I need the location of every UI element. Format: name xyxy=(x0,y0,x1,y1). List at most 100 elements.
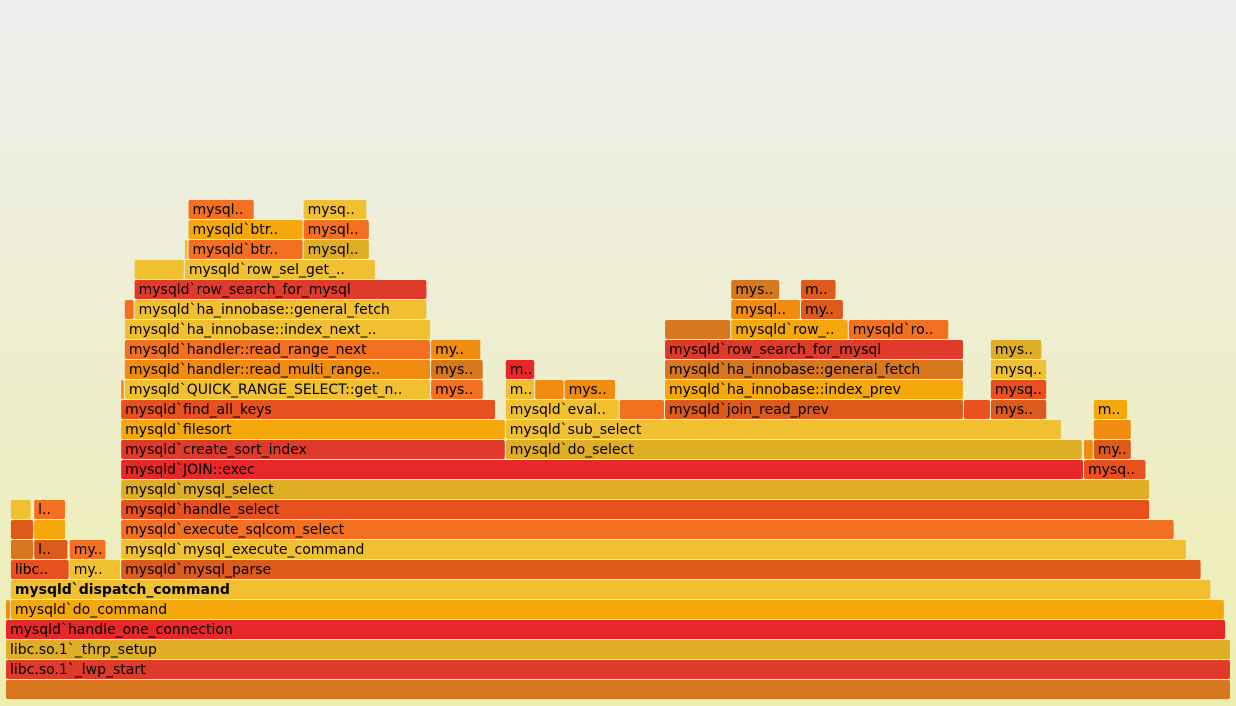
frame xyxy=(124,360,431,379)
frame-label: mysql.. xyxy=(735,302,786,318)
frame-label: libc.so.1`_lwp_start xyxy=(10,662,146,678)
frame xyxy=(731,300,801,319)
frame-label: my.. xyxy=(435,342,464,358)
frame-label: my.. xyxy=(805,302,834,318)
frame xyxy=(990,340,1042,359)
frame xyxy=(34,540,68,559)
frame xyxy=(1093,440,1131,459)
frame xyxy=(505,440,1082,459)
frame xyxy=(134,300,427,319)
frame xyxy=(431,360,483,379)
frame-label: mys.. xyxy=(569,382,607,398)
frame xyxy=(121,500,1150,519)
frame xyxy=(431,340,481,359)
frame-label: mysqld`mysql_select xyxy=(125,482,274,498)
frame-label: mysqld`eval.. xyxy=(510,402,606,418)
frame xyxy=(619,400,665,419)
frame xyxy=(1084,460,1146,479)
frame-label: mysqld`ha_innobase::index_prev xyxy=(669,382,901,398)
frame-label: mysq.. xyxy=(995,382,1042,398)
frame-label: mysqld`handler::read_range_next xyxy=(129,342,367,358)
frame-label: my.. xyxy=(74,542,103,558)
frame-label: mysqld`JOIN::exec xyxy=(125,462,255,478)
frame xyxy=(963,400,990,419)
frame xyxy=(990,360,1047,379)
frame xyxy=(731,280,780,299)
frame xyxy=(121,420,505,439)
frame xyxy=(1093,400,1128,419)
frame xyxy=(121,440,505,459)
frame xyxy=(134,260,184,279)
frame-label: mysq.. xyxy=(308,202,355,218)
frame xyxy=(184,240,188,259)
frame xyxy=(124,380,431,399)
frame-label: mysqld`dispatch_command xyxy=(15,582,230,598)
frame xyxy=(124,320,431,339)
frame xyxy=(801,280,836,299)
frame xyxy=(303,220,369,239)
frame xyxy=(6,660,1230,679)
frame-label: mysqld`ro.. xyxy=(853,322,934,338)
frame xyxy=(665,340,963,359)
frame xyxy=(665,380,963,399)
frame-label: mysqld`do_command xyxy=(15,602,167,618)
frame-label: mys.. xyxy=(435,362,473,378)
frame xyxy=(801,300,843,319)
frame-label: mysql.. xyxy=(308,222,359,238)
frame xyxy=(535,380,564,399)
frame xyxy=(10,540,34,559)
frame xyxy=(505,420,1061,439)
frame-label: mysqld`create_sort_index xyxy=(125,442,307,458)
frame-label: l.. xyxy=(38,502,51,518)
frame-label: m.. xyxy=(510,362,533,378)
frame-label: mysqld`execute_sqlcom_select xyxy=(125,522,344,538)
frame xyxy=(505,360,535,379)
frame-label: mysqld`filesort xyxy=(125,422,232,438)
frame xyxy=(121,520,1174,539)
frame-label: mysql.. xyxy=(193,202,244,218)
frame xyxy=(134,280,427,299)
frame xyxy=(121,480,1150,499)
frame-label: mys.. xyxy=(995,402,1033,418)
frame xyxy=(665,360,963,379)
frame xyxy=(564,380,616,399)
frame xyxy=(6,640,1230,659)
frame xyxy=(10,560,69,579)
frame xyxy=(10,520,34,539)
frame-label: l.. xyxy=(38,542,51,558)
frame xyxy=(665,400,963,419)
frame xyxy=(121,560,1201,579)
frame-label: my.. xyxy=(74,562,103,578)
frame-label: mysqld`sub_select xyxy=(510,422,642,438)
frame-label: mysqld`btr.. xyxy=(193,242,279,258)
frame xyxy=(184,260,375,279)
frame-label: mysqld`row_search_for_mysql xyxy=(669,342,881,358)
frame xyxy=(6,600,10,619)
frame-label: mysqld`find_all_keys xyxy=(125,402,272,418)
frame-label: mysqld`row_search_for_mysql xyxy=(139,282,351,298)
frame xyxy=(10,580,1211,599)
frame-label: mysqld`handler::read_multi_range.. xyxy=(129,362,380,378)
frame-label: mys.. xyxy=(995,342,1033,358)
frame xyxy=(121,540,1186,559)
frame-label: mysqld`handle_select xyxy=(125,502,280,518)
frame xyxy=(6,620,1226,639)
frame xyxy=(188,240,303,259)
frame xyxy=(34,520,66,539)
frame-label: mysqld`row_.. xyxy=(735,322,834,338)
frame xyxy=(121,380,124,399)
frame xyxy=(990,380,1047,399)
frame xyxy=(505,380,535,399)
frame-label: mysqld`join_read_prev xyxy=(669,402,829,418)
frame-label: mysqld`do_select xyxy=(510,442,634,458)
frame xyxy=(303,200,367,219)
frame-label: mysq.. xyxy=(995,362,1042,378)
frame xyxy=(665,320,731,339)
frame xyxy=(848,320,949,339)
frame-label: my.. xyxy=(1098,442,1127,458)
frame xyxy=(303,240,369,259)
frame xyxy=(505,400,619,419)
frame xyxy=(1084,440,1093,459)
